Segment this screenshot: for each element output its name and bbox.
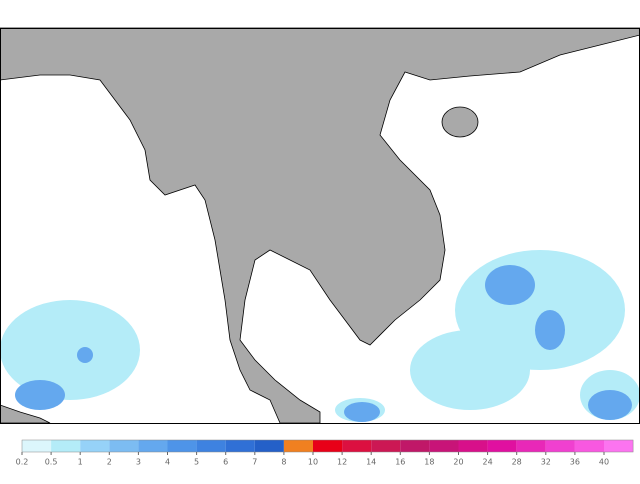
colorbar-segment — [283, 440, 313, 452]
colorbar-label: 24 — [483, 458, 493, 467]
colorbar-label: 32 — [541, 458, 551, 467]
colorbar-label: 40 — [599, 458, 609, 467]
colorbar-label: 3 — [136, 458, 141, 467]
colorbar-label: 2 — [107, 458, 112, 467]
colorbar-border — [21, 439, 634, 453]
colorbar-segment — [342, 440, 372, 452]
colorbar: 0.2 0.5 1 2 3 4 5 6 7 8 10 12 14 16 18 20 24 28 32 36 40 — [16, 439, 634, 467]
sumatra — [0, 404, 51, 424]
land — [0, 27, 640, 424]
colorbar-label: 0.2 — [16, 458, 29, 467]
colorbar-segment — [604, 440, 634, 452]
colorbar-segment — [225, 440, 255, 452]
colorbar-segment — [254, 440, 284, 452]
colorbar-segment — [138, 440, 168, 452]
colorbar-label: 20 — [453, 458, 463, 467]
hainan — [441, 106, 479, 138]
colorbar-segment — [371, 440, 401, 452]
colorbar-segment — [400, 440, 430, 452]
colorbar-label: 36 — [570, 458, 580, 467]
colorbar-label: 28 — [512, 458, 522, 467]
colorbar-segment — [313, 440, 343, 452]
colorbar-label: 12 — [337, 458, 347, 467]
colorbar-label: 7 — [252, 458, 257, 467]
rain-moderate — [15, 265, 632, 422]
colorbar-segment — [51, 440, 81, 452]
colorbar-label: 10 — [308, 458, 318, 467]
colorbar-segment — [109, 440, 139, 452]
colorbar-segment — [516, 440, 546, 452]
colorbar-segment — [429, 440, 459, 452]
colorbar-label: 18 — [424, 458, 434, 467]
colorbar-segment — [574, 440, 604, 452]
colorbar-label: 8 — [281, 458, 286, 467]
colorbar-segment — [458, 440, 488, 452]
colorbar-label: 6 — [223, 458, 228, 467]
colorbar-segment — [196, 440, 226, 452]
colorbar-segment — [22, 440, 52, 452]
colorbar-segment — [487, 440, 517, 452]
colorbar-label: 16 — [395, 458, 405, 467]
colorbar-label: 4 — [165, 458, 170, 467]
colorbar-label: 14 — [366, 458, 376, 467]
colorbar-segment — [80, 440, 110, 452]
colorbar-segment — [545, 440, 575, 452]
colorbar-segment — [167, 440, 197, 452]
colorbar-label: 1 — [78, 458, 83, 467]
colorbar-label: 0.5 — [45, 458, 58, 467]
colorbar-label: 5 — [194, 458, 199, 467]
